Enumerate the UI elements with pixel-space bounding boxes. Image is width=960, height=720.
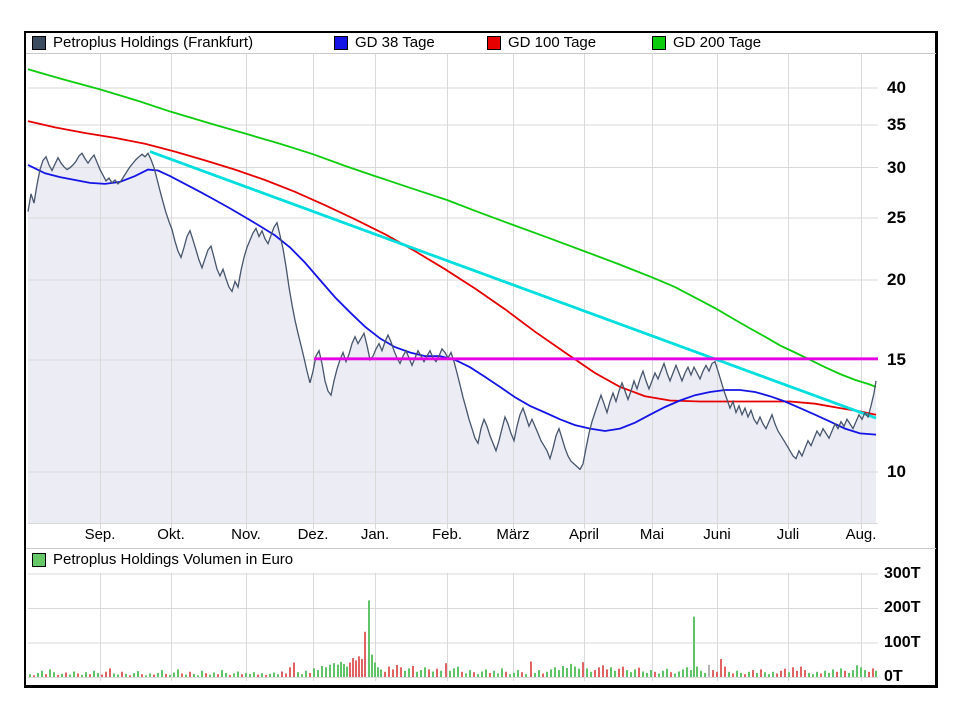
x-axis-label: Jan. [360, 526, 390, 543]
x-axis-label: Sep. [84, 526, 116, 543]
y-axis-label: 25 [887, 208, 906, 227]
volume-axis-label: 0T [884, 668, 903, 685]
volume-axis-label: 300T [884, 565, 921, 582]
gd38-series-swatch [334, 36, 348, 50]
legend-item-gd100: GD 100 Tage [487, 34, 597, 51]
x-axis-label: Juni [703, 526, 731, 543]
x-axis-label: März [496, 526, 530, 543]
x-axis-label: April [568, 526, 599, 543]
price-series-label: Petroplus Holdings (Frankfurt) [53, 34, 254, 51]
volume-axis-label: 200T [884, 599, 921, 616]
gd200-series-label: GD 200 Tage [673, 34, 762, 51]
legend-item-gd38: GD 38 Tage [334, 34, 435, 51]
legend-item-gd200: GD 200 Tage [652, 34, 762, 51]
volume-series-swatch [32, 553, 46, 567]
legend-item-price: Petroplus Holdings (Frankfurt) [32, 34, 254, 51]
x-axis-label: Mai [639, 526, 665, 543]
y-axis-label: 30 [887, 158, 906, 177]
x-axis-label: Feb. [431, 526, 462, 543]
x-axis-label: Dez. [297, 526, 329, 543]
y-axis-label: 10 [887, 462, 906, 481]
x-axis-label: Nov. [231, 526, 261, 543]
x-axis-label: Aug. [845, 526, 877, 543]
volume-axis-label: 100T [884, 634, 921, 651]
gd100-series-swatch [487, 36, 501, 50]
volume-series-label: Petroplus Holdings Volumen in Euro [53, 551, 294, 568]
y-axis-label: 15 [887, 350, 906, 369]
gd100-series-label: GD 100 Tage [508, 34, 597, 51]
legend-item-volume: Petroplus Holdings Volumen in Euro [32, 551, 294, 568]
x-axis-label: Okt. [157, 526, 185, 543]
x-axis-label: Juli [776, 526, 800, 543]
y-axis-label: 40 [887, 78, 906, 97]
y-axis-label: 35 [887, 115, 906, 134]
y-axis-label: 20 [887, 270, 906, 289]
chart-frame [24, 31, 938, 688]
gd200-series-swatch [652, 36, 666, 50]
price-series-swatch [32, 36, 46, 50]
gd38-series-label: GD 38 Tage [355, 34, 435, 51]
